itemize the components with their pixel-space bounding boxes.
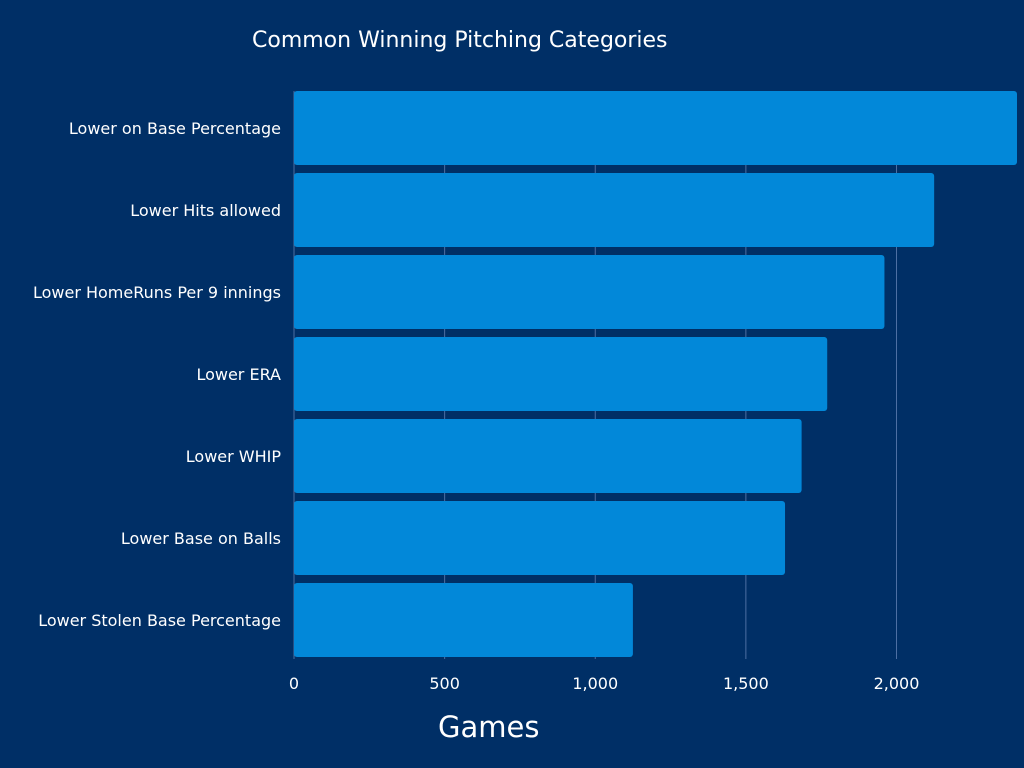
x-tick-label: 1,000	[572, 674, 618, 693]
bar-lower-hits-allowed	[294, 173, 935, 247]
x-tick-label: 2,000	[874, 674, 920, 693]
bar-lower-base-on-balls	[294, 501, 786, 575]
category-label: Lower HomeRuns Per 9 innings	[33, 283, 281, 302]
category-label: Lower Stolen Base Percentage	[38, 611, 281, 630]
chart-title: Common Winning Pitching Categories	[252, 28, 668, 53]
category-label: Lower WHIP	[186, 447, 282, 466]
bar-lower-stolen-base-percentage	[294, 583, 633, 657]
bar-lower-on-base-percentage	[294, 91, 1017, 165]
x-tick-label: 500	[429, 674, 460, 693]
bar-lower-homeruns-per-9-innings	[294, 255, 885, 329]
x-tick-label: 1,500	[723, 674, 769, 693]
category-label: Lower on Base Percentage	[69, 119, 281, 138]
x-axis-title: Games	[438, 710, 540, 744]
category-label: Lower ERA	[196, 365, 281, 384]
bar-lower-whip	[294, 419, 802, 493]
x-tick-label: 0	[289, 674, 299, 693]
bar-lower-era	[294, 337, 828, 411]
category-label: Lower Base on Balls	[121, 529, 281, 548]
category-label: Lower Hits allowed	[130, 201, 281, 220]
